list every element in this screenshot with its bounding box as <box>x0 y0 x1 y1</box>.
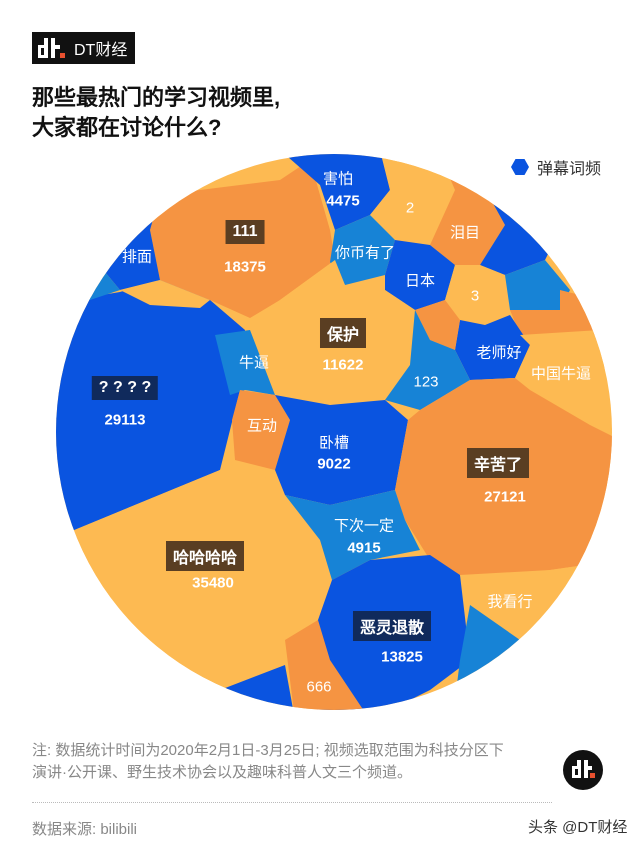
tag-eling: 恶灵退散 <box>352 611 432 641</box>
cell-nibi <box>330 215 395 285</box>
footnote: 注: 数据统计时间为2020年2月1日-3月25日; 视频选取范围为科技分区下 … <box>32 740 592 784</box>
brand-name: DT财经 <box>74 42 128 59</box>
legend-label: 弹幕词频 <box>537 161 602 178</box>
title-line-1: 那些最热门的学习视频里, <box>32 85 281 110</box>
cell-3 <box>445 265 510 325</box>
label-123: 123 <box>413 373 439 391</box>
value-xiaci: 4915 <box>347 539 381 557</box>
cell-orange-mid <box>415 300 460 350</box>
cell-666 <box>285 620 370 710</box>
cell-xiaci <box>285 490 420 580</box>
cell-leimu <box>430 155 505 265</box>
cell-123 <box>385 310 470 410</box>
tag-xinku: 辛苦了 <box>466 448 530 478</box>
value-haha: 35480 <box>192 574 234 592</box>
page-title: 那些最热门的学习视频里, 大家都在讨论什么? <box>32 83 280 143</box>
tag-haha: 哈哈哈哈 <box>165 541 245 571</box>
value-wocao: 9022 <box>317 455 351 473</box>
legend: 弹幕词频 <box>511 155 601 179</box>
cell-niubi <box>215 330 275 395</box>
value-question: 29113 <box>104 411 146 429</box>
note-line-2: 演讲·公开课、野生技术协会以及趣味科普人文三个频道。 <box>32 764 412 781</box>
label-2: 2 <box>405 199 415 217</box>
hexagon-icon <box>511 159 529 175</box>
dt-round-logo-icon <box>563 750 603 790</box>
cell-xinku <box>395 378 612 580</box>
label-wokan: 我看行 <box>487 593 533 611</box>
cell-yellow-small <box>120 280 210 308</box>
label-666: 666 <box>306 678 332 696</box>
value-haipa: 4475 <box>326 192 360 210</box>
label-xiaci: 下次一定 <box>333 517 395 535</box>
cell-midblue-r <box>505 260 570 310</box>
note-line-1: 注: 数据统计时间为2020年2月1日-3月25日; 视频选取范围为科技分区下 <box>32 742 504 759</box>
label-paimian: 排面 <box>121 248 153 266</box>
tag-question: ? ? ? ? <box>91 376 159 400</box>
brand-badge: DT财经 <box>32 32 136 64</box>
tag-baohu: 保护 <box>319 318 367 348</box>
label-zhongguo: 中国牛逼 <box>530 365 592 383</box>
cell-haipa <box>280 154 390 230</box>
cell-zhongguo <box>515 330 612 430</box>
title-line-2: 大家都在讨论什么? <box>32 115 222 140</box>
label-niubi: 牛逼 <box>238 354 270 372</box>
label-laoshi: 老师好 <box>476 344 522 362</box>
label-haipa: 害怕 <box>322 170 354 188</box>
label-hudong: 互动 <box>246 417 278 435</box>
cell-riben <box>385 240 455 310</box>
label-leimu: 泪目 <box>449 224 481 242</box>
value-baohu: 11622 <box>322 356 364 374</box>
footer-divider <box>32 802 552 803</box>
data-source: 数据来源: bilibili <box>32 821 138 838</box>
cell-paimian <box>70 190 160 290</box>
cell-hudong <box>232 390 290 470</box>
label-3: 3 <box>470 287 480 305</box>
value-111: 18375 <box>224 258 266 276</box>
cell-wocao <box>275 395 408 505</box>
account-watermark: 头条 @DT财经 <box>528 819 628 836</box>
cell-laoshi <box>455 315 530 380</box>
value-xinku: 27121 <box>484 488 526 506</box>
tag-111: 111 <box>225 220 265 244</box>
dt-logo-icon <box>38 38 68 58</box>
label-riben: 日本 <box>404 272 436 290</box>
label-wocao: 卧槽 <box>318 434 350 452</box>
label-nibi: 你币有了 <box>334 244 396 262</box>
value-eling: 13825 <box>381 648 423 666</box>
